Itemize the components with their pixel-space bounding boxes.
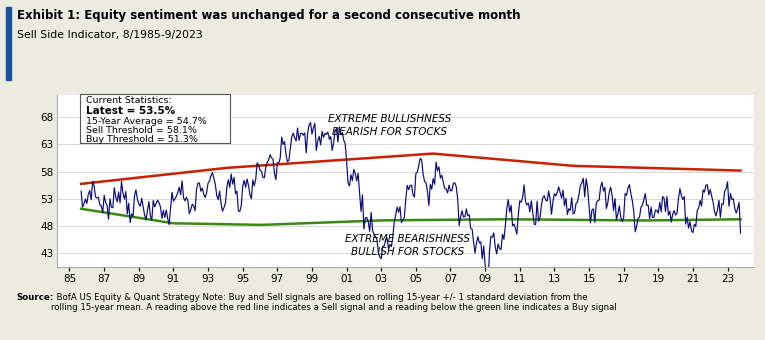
Text: Exhibit 1: Equity sentiment was unchanged for a second consecutive month: Exhibit 1: Equity sentiment was unchange… [17,8,520,21]
Text: Current Statistics:: Current Statistics: [86,96,172,105]
Text: Source:: Source: [17,293,54,302]
Text: EXTREME BEARISHNESS
BULLISH FOR STOCKS: EXTREME BEARISHNESS BULLISH FOR STOCKS [345,234,470,257]
Text: Buy Threshold = 51.3%: Buy Threshold = 51.3% [86,135,198,144]
Text: EXTREME BULLISHNESS
BEARISH FOR STOCKS: EXTREME BULLISHNESS BEARISH FOR STOCKS [328,114,451,137]
Text: Sell Threshold = 58.1%: Sell Threshold = 58.1% [86,126,197,135]
Text: BofA US Equity & Quant Strategy Note: Buy and Sell signals are based on rolling : BofA US Equity & Quant Strategy Note: Bu… [51,293,617,312]
Text: Latest = 53.5%: Latest = 53.5% [86,106,175,116]
Text: 15-Year Average = 54.7%: 15-Year Average = 54.7% [86,117,207,126]
Text: Sell Side Indicator, 8/1985-9/2023: Sell Side Indicator, 8/1985-9/2023 [17,30,203,40]
